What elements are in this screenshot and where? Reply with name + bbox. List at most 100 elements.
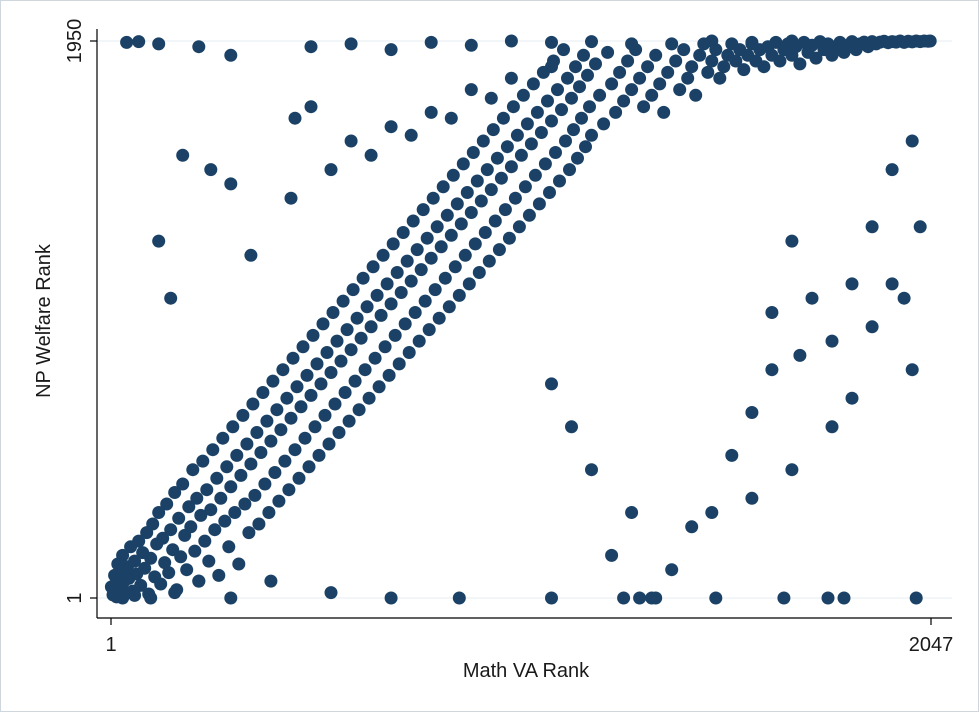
scatter-point bbox=[276, 363, 290, 377]
scatter-point bbox=[492, 243, 506, 257]
scatter-point bbox=[360, 300, 374, 314]
x-tick-label: 2047 bbox=[909, 634, 954, 656]
scatter-point bbox=[785, 34, 799, 48]
scatter-point bbox=[404, 128, 418, 142]
scatter-point bbox=[705, 34, 719, 48]
scatter-point bbox=[490, 151, 504, 165]
scatter-point bbox=[528, 168, 542, 182]
scatter-point bbox=[242, 526, 256, 540]
scatter-point bbox=[416, 203, 430, 217]
scatter-point bbox=[344, 37, 358, 51]
scatter-point bbox=[500, 140, 514, 154]
scatter-point bbox=[152, 37, 166, 51]
scatter-point bbox=[432, 311, 446, 325]
scatter-point bbox=[737, 63, 751, 77]
scatter-point bbox=[442, 300, 456, 314]
scatter-point bbox=[312, 448, 326, 462]
scatter-point bbox=[372, 380, 386, 394]
scatter-point bbox=[280, 391, 294, 405]
scatter-point bbox=[196, 454, 210, 468]
scatter-point bbox=[180, 563, 194, 577]
scatter-point bbox=[605, 77, 619, 91]
scatter-point bbox=[494, 171, 508, 185]
scatter-point bbox=[508, 191, 522, 205]
scatter-point bbox=[244, 457, 258, 471]
scatter-point bbox=[865, 220, 879, 234]
scatter-point bbox=[693, 48, 707, 62]
scatter-point bbox=[777, 591, 791, 605]
scatter-point bbox=[258, 477, 272, 491]
scatter-point bbox=[182, 500, 196, 514]
scatter-point bbox=[144, 551, 158, 565]
scatter-point bbox=[278, 454, 292, 468]
scatter-point bbox=[270, 403, 284, 417]
scatter-point bbox=[571, 151, 584, 165]
scatter-point bbox=[885, 277, 899, 291]
scatter-point bbox=[450, 197, 464, 211]
scatter-point bbox=[410, 243, 424, 257]
scatter-point bbox=[532, 197, 546, 211]
scatter-point bbox=[128, 554, 142, 568]
scatter-point bbox=[406, 214, 420, 228]
scatter-point bbox=[304, 40, 318, 54]
scatter-point bbox=[464, 38, 478, 52]
scatter-point bbox=[420, 231, 434, 245]
scatter-point bbox=[138, 561, 152, 575]
scatter-point bbox=[284, 191, 298, 205]
scatter-point bbox=[260, 414, 274, 428]
scatter-point bbox=[382, 368, 396, 382]
scatter-point bbox=[194, 508, 208, 522]
scatter-point bbox=[354, 331, 368, 345]
scatter-point bbox=[144, 591, 158, 605]
scatter-point bbox=[210, 471, 224, 485]
scatter-point bbox=[208, 523, 222, 537]
scatter-point bbox=[394, 286, 408, 299]
scatter-point bbox=[613, 65, 627, 79]
scatter-point bbox=[220, 460, 234, 474]
scatter-point bbox=[913, 220, 927, 234]
scatter-point bbox=[685, 520, 699, 534]
scatter-point bbox=[396, 226, 410, 239]
scatter-point bbox=[621, 54, 635, 68]
scatter-point bbox=[234, 468, 248, 482]
scatter-point bbox=[376, 248, 390, 262]
scatter-point bbox=[649, 591, 663, 605]
scatter-point bbox=[593, 88, 607, 102]
scatter-point bbox=[464, 206, 478, 219]
scatter-point bbox=[322, 437, 336, 451]
scatter-point bbox=[757, 60, 771, 74]
scatter-point bbox=[352, 403, 366, 417]
x-tick-label: 1 bbox=[105, 634, 116, 656]
scatter-point bbox=[186, 463, 200, 477]
scatter-point bbox=[226, 420, 240, 434]
scatter-point bbox=[633, 591, 647, 605]
scatter-point bbox=[661, 65, 675, 79]
scatter-point bbox=[488, 214, 502, 228]
scatter-point bbox=[434, 240, 448, 254]
scatter-point bbox=[821, 591, 835, 605]
scatter-point bbox=[793, 348, 807, 362]
scatter-point bbox=[713, 71, 727, 85]
scatter-point bbox=[575, 111, 588, 125]
scatter-point bbox=[557, 43, 570, 57]
scatter-point bbox=[368, 351, 382, 365]
scatter-point bbox=[216, 431, 230, 445]
scatter-point bbox=[254, 446, 268, 459]
scatter-point bbox=[326, 306, 340, 319]
scatter-point bbox=[444, 111, 458, 125]
scatter-point bbox=[408, 306, 422, 319]
axis-ticks: 1 1950 1 2047 bbox=[64, 19, 953, 656]
scatter-point bbox=[905, 363, 919, 377]
scatter-point bbox=[725, 448, 739, 462]
scatter-point bbox=[318, 408, 332, 422]
scatter-point bbox=[334, 354, 348, 368]
scatter-point bbox=[446, 168, 460, 182]
scatter-point bbox=[282, 483, 296, 497]
scatter-point bbox=[785, 463, 799, 477]
scatter-point bbox=[246, 397, 260, 411]
scatter-point bbox=[438, 271, 452, 285]
scatter-point bbox=[565, 420, 578, 434]
scatter-point bbox=[288, 443, 302, 457]
scatter-point bbox=[484, 91, 498, 105]
scatter-point bbox=[885, 163, 899, 177]
